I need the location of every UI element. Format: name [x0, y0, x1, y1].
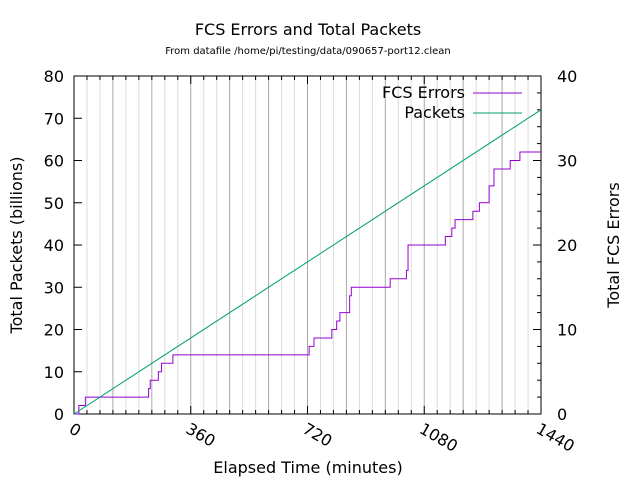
- x-axis-label: Elapsed Time (minutes): [213, 458, 402, 477]
- x-tick-label: 720: [300, 419, 336, 451]
- y-right-tick-label: 40: [557, 67, 577, 86]
- grid: [86, 76, 529, 414]
- y-left-tick-label: 40: [44, 236, 64, 255]
- y-right-tick-label: 30: [557, 152, 577, 171]
- y-axis-right-label: Total FCS Errors: [604, 182, 623, 308]
- y-axis-left-label: Total Packets (billions): [7, 157, 26, 335]
- axis-ticks: [73, 75, 542, 415]
- series-line-packets: [73, 109, 542, 415]
- legend-label-fcs-errors: FCS Errors: [382, 83, 465, 102]
- series-layer: [73, 109, 542, 415]
- y-right-tick-label: 10: [557, 321, 577, 340]
- chart-subtitle: From datafile /home/pi/testing/data/0906…: [165, 46, 450, 57]
- y-left-tick-label: 70: [44, 109, 64, 128]
- y-right-tick-label: 20: [557, 236, 577, 255]
- x-tick-label: 1080: [416, 419, 461, 456]
- legend-label-packets: Packets: [404, 103, 465, 122]
- chart-title: FCS Errors and Total Packets: [195, 20, 421, 39]
- y-left-tick-label: 60: [44, 152, 64, 171]
- series-line-fcs-errors: [74, 151, 541, 415]
- y-right-tick-label: 0: [557, 405, 567, 424]
- y-left-tick-label: 20: [44, 321, 64, 340]
- x-tick-label: 360: [183, 419, 219, 451]
- y-left-tick-label: 80: [44, 67, 64, 86]
- x-tick-label: 0: [66, 419, 84, 441]
- y-left-tick-label: 0: [54, 405, 64, 424]
- y-left-tick-label: 50: [44, 194, 64, 213]
- x-tick-label: 1440: [533, 419, 578, 456]
- y-left-tick-label: 10: [44, 363, 64, 382]
- legend: FCS Errors Packets: [382, 83, 522, 122]
- y-left-tick-label: 30: [44, 278, 64, 297]
